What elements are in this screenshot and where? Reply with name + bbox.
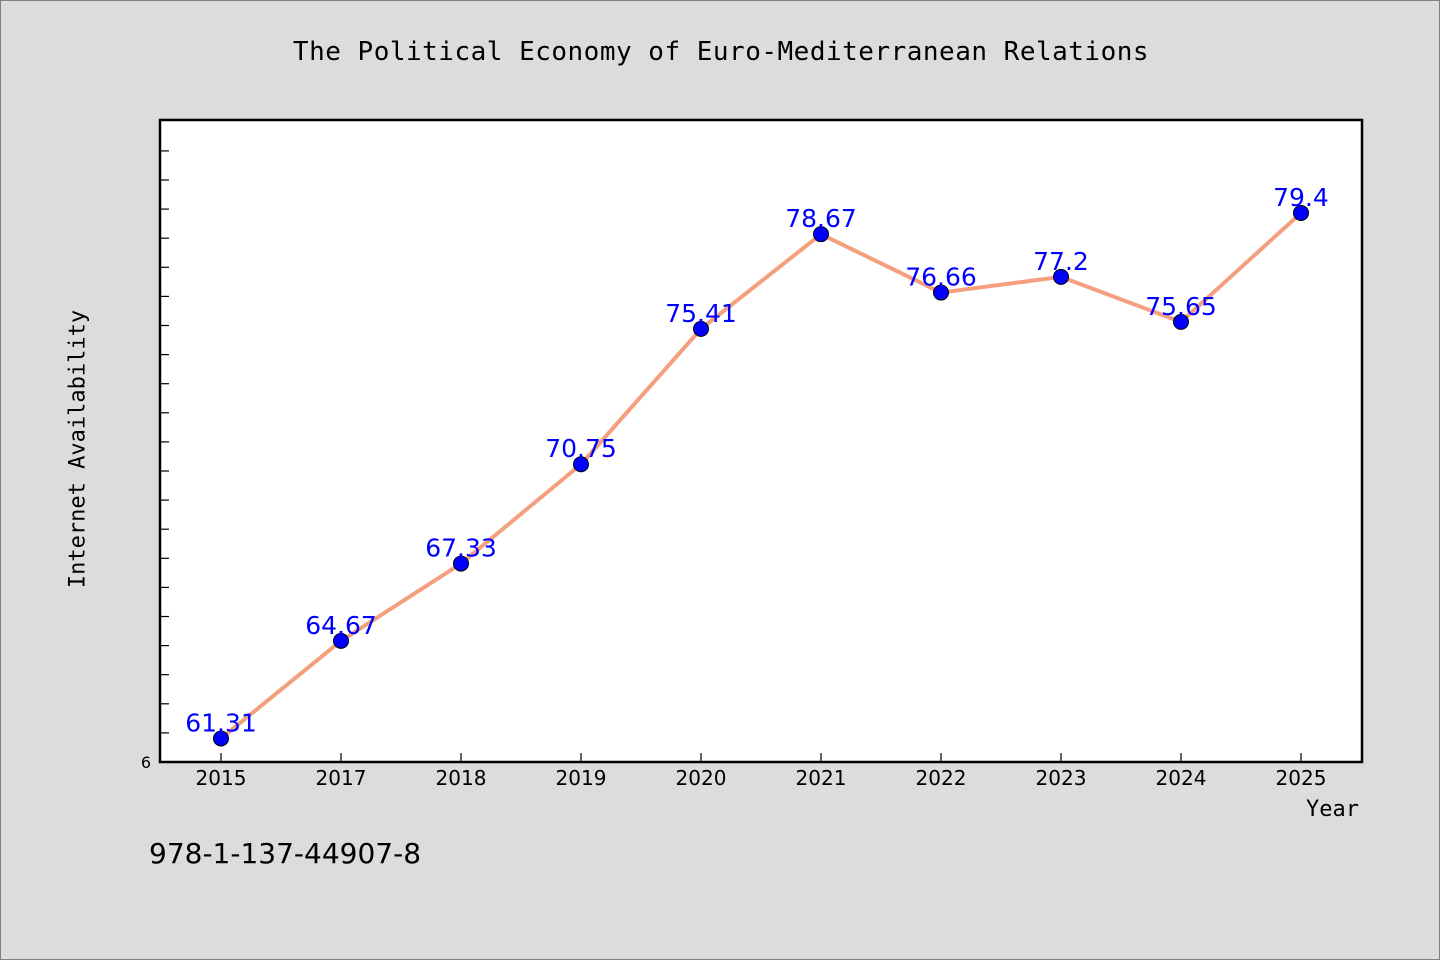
x-tick-label: 2024 (1156, 766, 1207, 790)
x-axis-label: Year (1306, 797, 1359, 822)
data-point (933, 284, 949, 301)
series-data-labels: 61.31 64.67 67.33 70.75 75.41 78.67 76.66 77.2 7… (185, 183, 1329, 738)
data-label: 70.75 (545, 434, 617, 463)
data-point (1293, 204, 1309, 221)
data-label: 64.67 (305, 611, 377, 640)
x-tick-label: 2023 (1036, 766, 1087, 790)
chart-title: The Political Economy of Euro-Mediterran… (292, 37, 1150, 67)
data-point (573, 456, 589, 473)
x-tick-label: 2021 (796, 766, 847, 790)
data-point (453, 555, 469, 572)
x-tick-label: 2019 (556, 766, 607, 790)
x-axis-ticks: 2015 2017 2018 2019 2020 2021 2022 2023 2024 2025 (196, 753, 1327, 790)
data-point (693, 320, 709, 337)
isbn-text: 978-1-137-44907-8 (149, 837, 422, 870)
x-tick-label: 2017 (316, 766, 367, 790)
data-label: 61.31 (185, 708, 257, 737)
data-point (333, 632, 349, 649)
x-tick-label: 2025 (1276, 766, 1327, 790)
data-label: 76.66 (905, 263, 977, 292)
data-label: 79.4 (1273, 183, 1329, 212)
series-line (219, 210, 1303, 741)
data-label: 75.41 (665, 299, 737, 328)
data-label: 77.2 (1033, 247, 1089, 276)
data-point (213, 730, 229, 747)
data-label: 67.33 (425, 534, 497, 563)
y-tick-label: 6 (141, 753, 151, 772)
plot-area (158, 118, 1364, 764)
x-tick-label: 2018 (436, 766, 487, 790)
data-point (1053, 268, 1069, 285)
series-markers (213, 204, 1309, 747)
x-tick-label: 2020 (676, 766, 727, 790)
data-label: 75.65 (1145, 292, 1217, 321)
data-point (1173, 313, 1189, 330)
y-axis-ticks: 6 (141, 150, 169, 772)
x-tick-label: 2015 (196, 766, 247, 790)
x-tick-label: 2022 (916, 766, 967, 790)
data-point (813, 226, 829, 243)
data-label: 78.67 (785, 204, 857, 233)
